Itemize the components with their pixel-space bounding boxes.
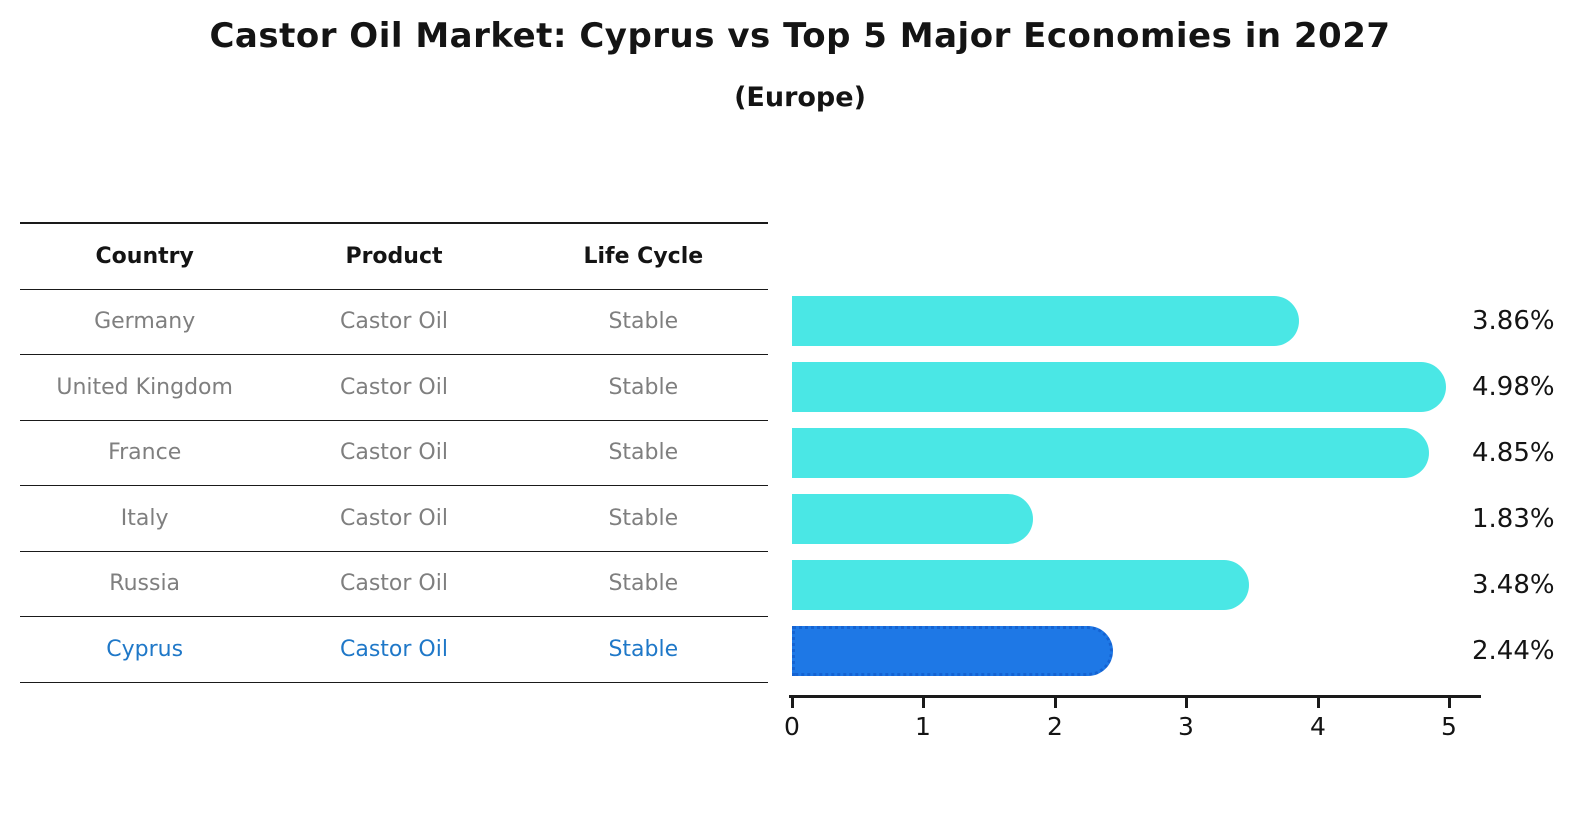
cell-product: Castor Oil [340,636,448,662]
x-axis-line [789,695,1481,698]
bar-united-kingdom [792,362,1447,412]
x-axis-tick-label: 0 [784,712,800,741]
value-label-cyprus: 2.44% [1472,636,1555,666]
cell-product: Castor Oil [340,309,448,335]
x-axis-tick [1185,695,1188,708]
x-axis-tick [1317,695,1320,708]
value-label-germany: 3.86% [1472,306,1555,336]
cell-product: Castor Oil [340,440,448,466]
x-axis-tick-label: 4 [1310,712,1326,741]
value-label-united-kingdom: 4.98% [1472,372,1555,402]
x-axis-tick-label: 5 [1441,712,1457,741]
x-axis-tick-label: 3 [1178,712,1194,741]
table-header-country: Country [95,243,194,269]
bar-russia [792,560,1250,610]
cell-product: Castor Oil [340,374,448,400]
cell-lifecycle: Stable [608,309,679,335]
country-table: Country Product Life Cycle Germany Casto… [20,222,768,683]
table-header-product: Product [345,243,443,269]
cell-lifecycle: Stable [608,571,679,597]
x-axis-tick [922,695,925,708]
table-header-lifecycle: Life Cycle [583,243,704,269]
value-label-france: 4.85% [1472,438,1555,468]
x-axis-tick-label: 2 [1047,712,1063,741]
cell-country: Italy [120,505,169,531]
bar-cyprus-highlighted [792,626,1113,676]
value-label-russia: 3.48% [1472,570,1555,600]
x-axis-tick [791,695,794,708]
table-header-row: Country Product Life Cycle [20,224,768,290]
cell-country: Russia [109,571,181,597]
cell-country: Cyprus [106,636,184,662]
x-axis-tick [1448,695,1451,708]
chart-title: Castor Oil Market: Cyprus vs Top 5 Major… [209,16,1391,56]
cell-lifecycle: Stable [608,440,679,466]
x-axis-tick-label: 1 [915,712,931,741]
bar-france [792,428,1430,478]
table-row: France Castor Oil Stable [20,421,768,486]
bar-italy [792,494,1033,544]
cell-country: France [108,440,182,466]
chart-subtitle: (Europe) [734,82,866,113]
table-row-cyprus-highlighted: Cyprus Castor Oil Stable [20,617,768,683]
table-row: Germany Castor Oil Stable [20,290,768,355]
table-row: United Kingdom Castor Oil Stable [20,355,768,421]
x-axis-tick [1054,695,1057,708]
value-label-italy: 1.83% [1472,504,1555,534]
cell-lifecycle: Stable [608,505,679,531]
cell-product: Castor Oil [340,505,448,531]
cell-lifecycle: Stable [608,374,679,400]
cell-country: Germany [94,309,196,335]
cell-lifecycle: Stable [608,636,679,662]
cell-country: United Kingdom [56,374,233,400]
bar-germany [792,296,1300,346]
table-row: Russia Castor Oil Stable [20,552,768,617]
table-row: Italy Castor Oil Stable [20,486,768,552]
cell-product: Castor Oil [340,571,448,597]
